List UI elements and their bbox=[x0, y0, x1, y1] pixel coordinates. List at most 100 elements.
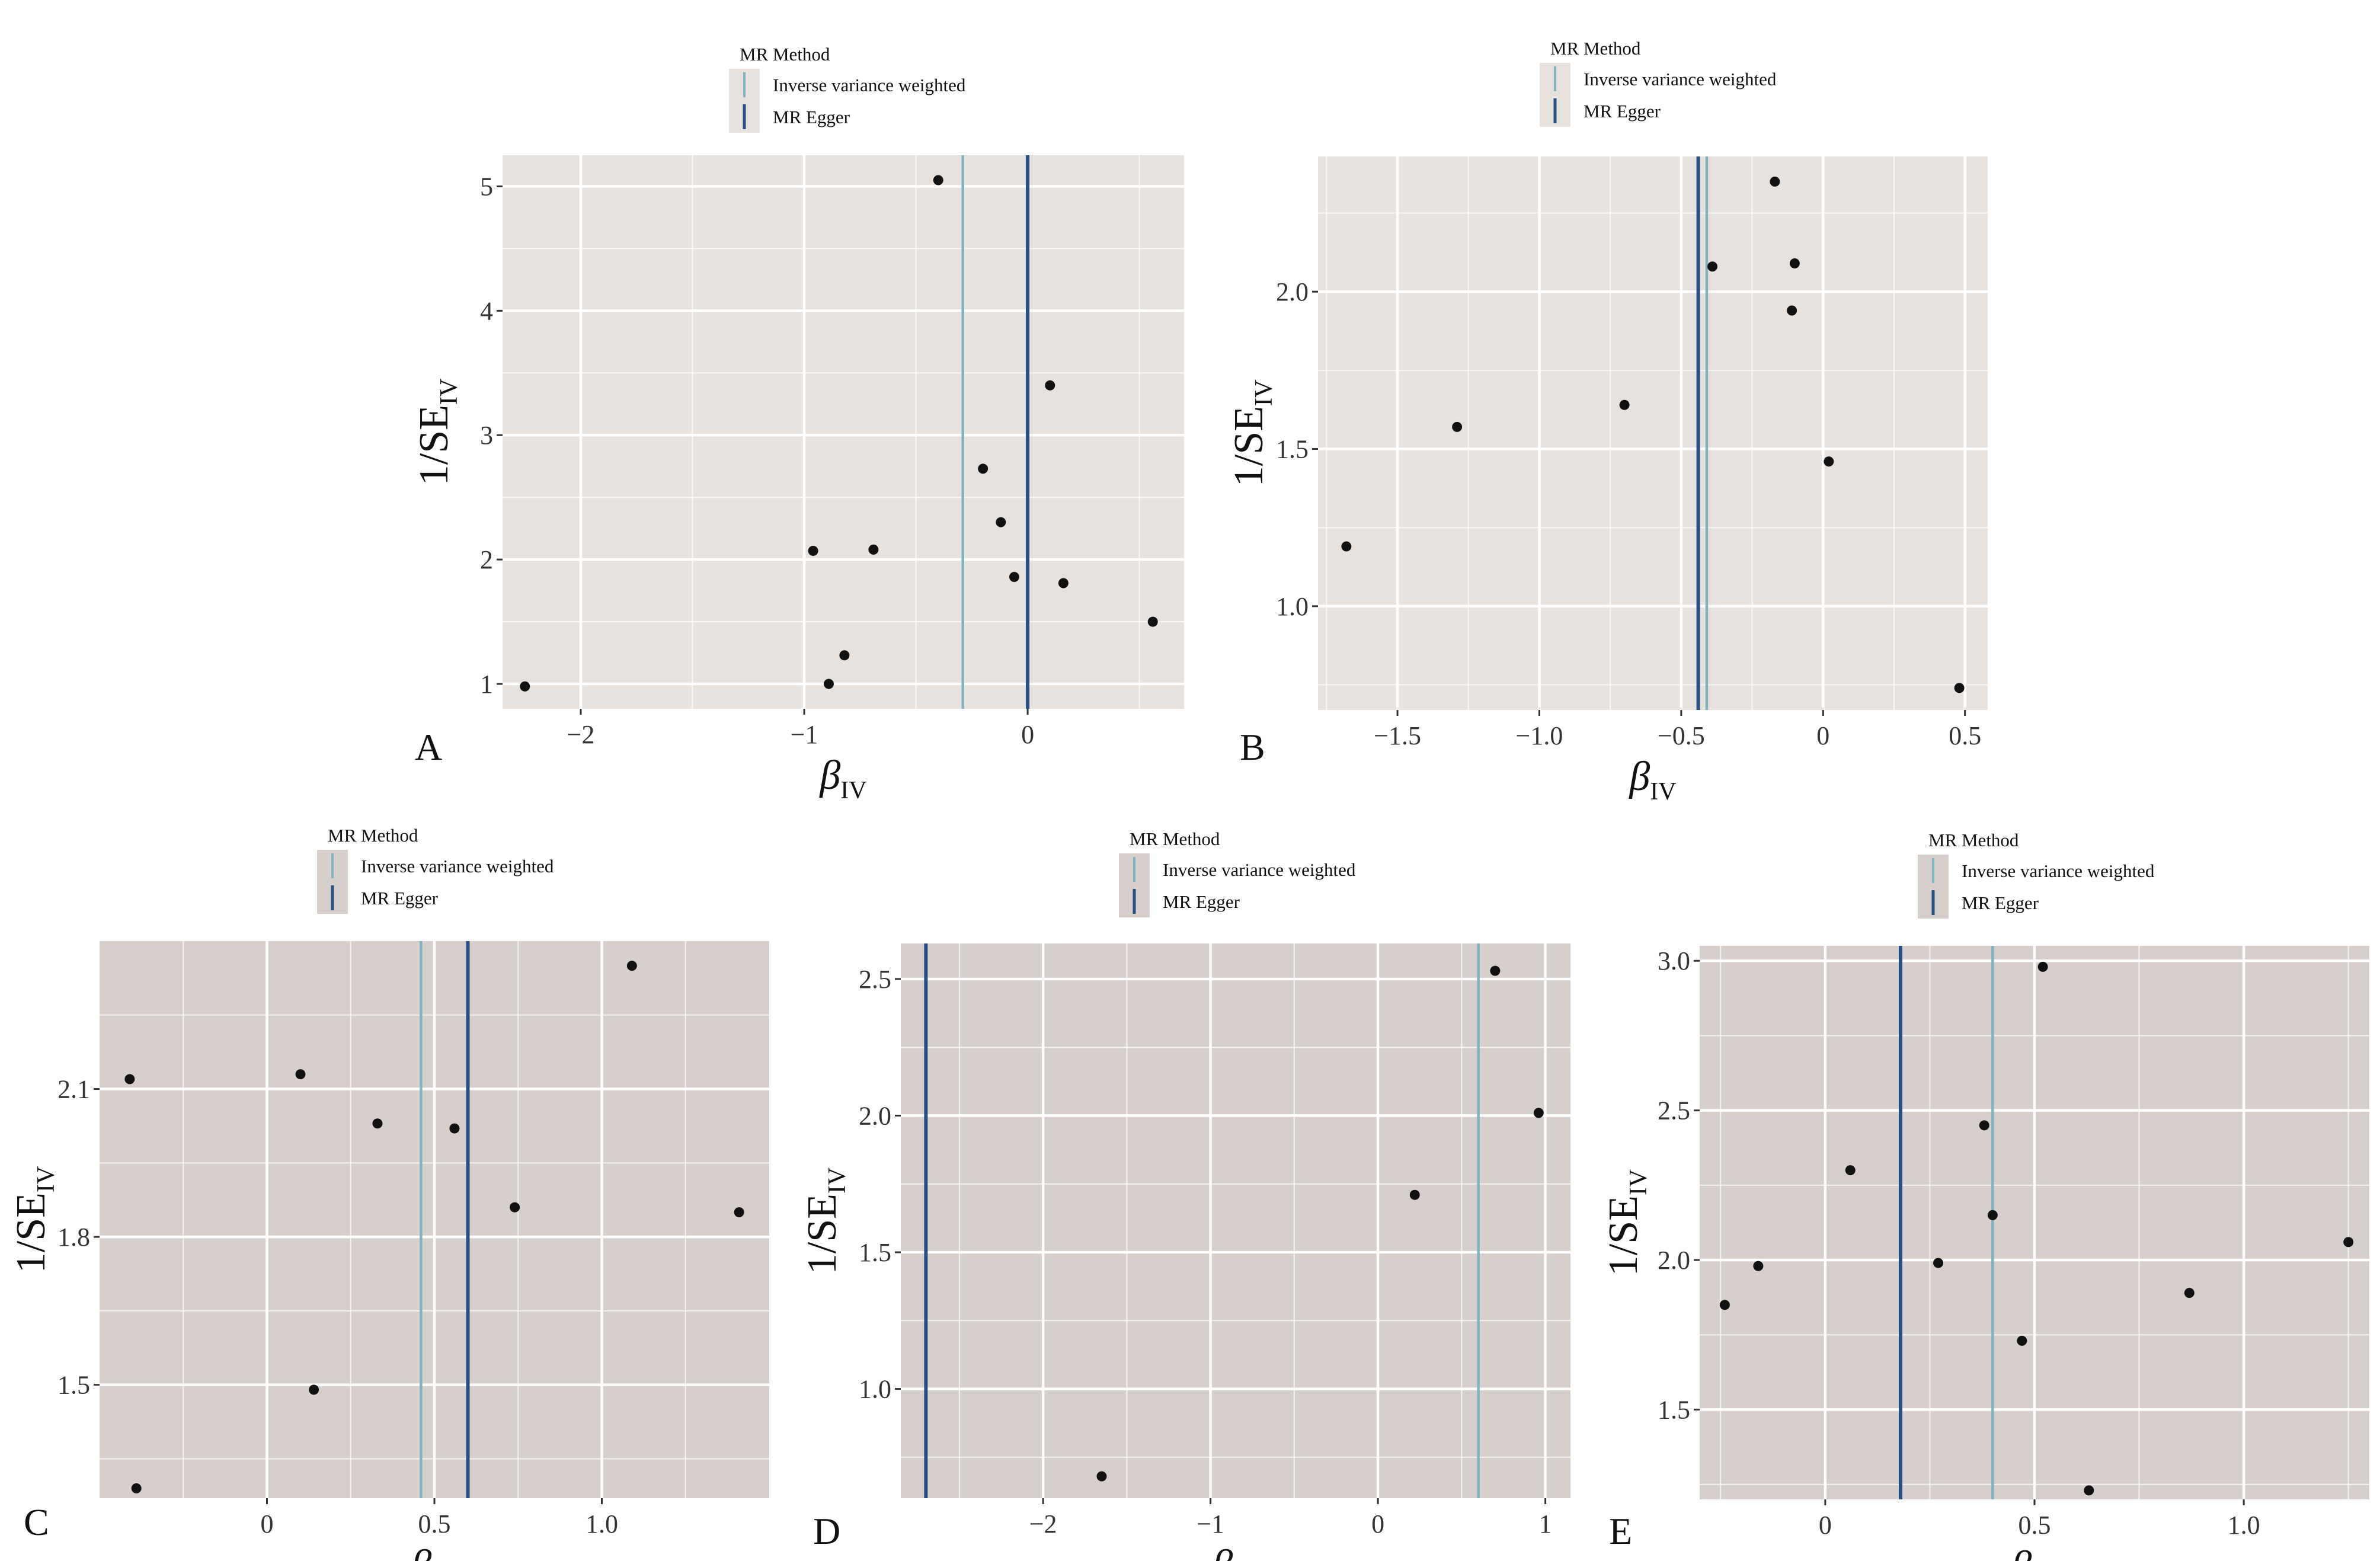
panel-d-letter: D bbox=[813, 1510, 840, 1552]
panel-a-y-tick-label: 4 bbox=[480, 296, 493, 325]
panel-d-data-point bbox=[1409, 1189, 1420, 1200]
panel-d-y-tick-label: 2.5 bbox=[859, 965, 891, 994]
panel-e-data-point bbox=[1979, 1120, 1989, 1131]
panel-d: −2 −1 0 1 1.0 1.5 2.0 2.5 βIV 1/SEIV D MR Method Inv… bbox=[799, 829, 1570, 1561]
panel-b-data-point bbox=[1954, 683, 1965, 693]
panel-b-data-point bbox=[1707, 261, 1718, 272]
panel-c-y-tick-label: 1.5 bbox=[57, 1371, 90, 1400]
panel-d-legend: MR Method Inverse variance weighted MR Egg… bbox=[1119, 829, 1356, 917]
legend-title: MR Method bbox=[1550, 38, 1641, 59]
panel-d-x-tick-label: −1 bbox=[1197, 1509, 1224, 1538]
legend-label-ivw: Inverse variance weighted bbox=[773, 75, 966, 95]
panel-e-y-tick-label: 2.0 bbox=[1658, 1246, 1690, 1275]
panel-c-data-point bbox=[131, 1483, 142, 1493]
panel-a-data-point bbox=[520, 681, 530, 692]
panel-a-y-tick-label: 5 bbox=[480, 172, 493, 201]
panel-a-x-axis-title: βIV bbox=[818, 753, 866, 804]
panel-d-y-tick-label: 1.0 bbox=[859, 1375, 891, 1404]
panel-b-data-point bbox=[1824, 456, 1834, 467]
panel-b-y-tick-label: 1.0 bbox=[1276, 592, 1309, 621]
panel-b-x-tick-label: −1.0 bbox=[1516, 721, 1563, 750]
panel-e-data-point bbox=[1845, 1165, 1856, 1176]
panel-a-data-point bbox=[1058, 578, 1069, 588]
panel-e-y-axis-title: 1/SEIV bbox=[1601, 1169, 1652, 1276]
panel-d-x-axis-title: βIV bbox=[1211, 1542, 1259, 1561]
panel-c-x-tick-label: 0 bbox=[261, 1509, 274, 1538]
panel-c-x-tick-label: 1.0 bbox=[586, 1509, 618, 1538]
panel-e-y-tick-label: 2.5 bbox=[1658, 1096, 1690, 1125]
panel-e-data-point bbox=[1933, 1258, 1944, 1268]
panel-d-y-axis-title: 1/SEIV bbox=[799, 1167, 851, 1274]
panel-c-data-point bbox=[124, 1074, 135, 1085]
panel-b-letter: B bbox=[1240, 726, 1265, 768]
legend-title: MR Method bbox=[328, 825, 418, 846]
panel-e-data-point bbox=[1987, 1210, 1998, 1220]
panel-a-background bbox=[503, 155, 1184, 709]
panel-b-x-tick-label: 0.5 bbox=[1949, 721, 1981, 750]
panel-d-x-tick-label: −2 bbox=[1029, 1509, 1057, 1538]
panel-a-data-point bbox=[839, 650, 850, 661]
panel-b: −1.5 −1.0 −0.5 0 0.5 1.0 1.5 2.0 βIV 1/SEIV B MR Me… bbox=[1226, 38, 1988, 805]
panel-b-x-axis-title: βIV bbox=[1628, 754, 1676, 805]
panel-b-x-tick-label: 0 bbox=[1816, 721, 1829, 750]
panel-a-data-point bbox=[978, 463, 989, 474]
panel-a-y-axis-title: 1/SEIV bbox=[411, 379, 463, 485]
panel-d-data-point bbox=[1533, 1108, 1544, 1118]
panel-a-legend: MR Method Inverse variance weighted MR Egg… bbox=[729, 44, 966, 133]
panel-a-y-tick-label: 1 bbox=[480, 670, 493, 699]
panel-c-data-point bbox=[734, 1207, 744, 1218]
panel-e-data-point bbox=[2017, 1335, 2027, 1346]
panel-b-y-tick-label: 2.0 bbox=[1276, 277, 1309, 306]
legend-label-mr-egger: MR Egger bbox=[1962, 893, 2039, 913]
panel-d-y-tick-label: 2.0 bbox=[859, 1101, 891, 1130]
panel-b-data-point bbox=[1787, 305, 1797, 316]
panel-a-data-point bbox=[933, 175, 943, 185]
panel-e-data-point bbox=[1753, 1261, 1764, 1271]
legend-label-mr-egger: MR Egger bbox=[1163, 891, 1240, 912]
panel-e-data-point bbox=[1719, 1300, 1730, 1310]
panel-a-y-tick-label: 3 bbox=[480, 421, 493, 450]
panel-e-data-point bbox=[2343, 1237, 2354, 1247]
panel-c-y-tick-label: 1.8 bbox=[57, 1223, 90, 1252]
panel-a-data-point bbox=[996, 517, 1006, 527]
panel-c-data-point bbox=[626, 961, 637, 971]
legend-label-ivw: Inverse variance weighted bbox=[1584, 69, 1777, 89]
panel-b-data-point bbox=[1452, 421, 1463, 432]
panel-a-y-tick-label: 2 bbox=[480, 545, 493, 574]
legend-label-ivw: Inverse variance weighted bbox=[1962, 861, 2155, 881]
panel-c-x-tick-label: 0.5 bbox=[418, 1509, 451, 1538]
panel-c-data-point bbox=[449, 1123, 460, 1134]
panel-c-data-point bbox=[295, 1069, 306, 1080]
panel-a-data-point bbox=[1045, 380, 1055, 391]
panel-d-y-tick-label: 1.5 bbox=[859, 1238, 891, 1267]
panel-e-legend: MR Method Inverse variance weighted MR Egg… bbox=[1918, 830, 2155, 919]
panel-e-data-point bbox=[2037, 961, 2048, 972]
panel-a-data-point bbox=[823, 679, 834, 689]
panel-c-data-point bbox=[309, 1384, 319, 1395]
panel-c-data-point bbox=[372, 1118, 383, 1129]
panel-b-y-tick-label: 1.5 bbox=[1276, 435, 1309, 464]
panel-a-data-point bbox=[868, 544, 879, 555]
panel-b-legend: MR Method Inverse variance weighted MR Egg… bbox=[1540, 38, 1777, 127]
panel-c: 0 0.5 1.0 1.5 1.8 2.1 βIV 1/SEIV C MR Method Inver… bbox=[8, 825, 769, 1561]
panel-c-legend: MR Method Inverse variance weighted MR Egg… bbox=[317, 825, 554, 914]
panel-e-data-point bbox=[2084, 1485, 2094, 1496]
panel-b-data-point bbox=[1341, 541, 1352, 552]
panel-c-data-point bbox=[510, 1202, 520, 1213]
legend-label-mr-egger: MR Egger bbox=[1584, 101, 1661, 121]
panel-d-background bbox=[901, 943, 1570, 1498]
panel-b-x-tick-label: −0.5 bbox=[1658, 721, 1705, 750]
panel-b-background bbox=[1318, 156, 1988, 710]
panel-a-data-point bbox=[1147, 616, 1158, 627]
panel-a: −2 −1 0 1 2 3 4 5 βIV 1/SEIV A MR Method Inverse var… bbox=[411, 44, 1184, 804]
legend-title: MR Method bbox=[1928, 830, 2019, 850]
legend-label-ivw: Inverse variance weighted bbox=[361, 856, 554, 877]
panel-b-data-point bbox=[1770, 176, 1780, 187]
legend-title: MR Method bbox=[1130, 829, 1220, 849]
legend-label-ivw: Inverse variance weighted bbox=[1163, 859, 1356, 880]
panel-c-y-tick-label: 2.1 bbox=[57, 1075, 90, 1104]
panel-a-x-tick-label: 0 bbox=[1021, 720, 1034, 749]
panel-e-letter: E bbox=[1609, 1510, 1632, 1552]
panel-e-y-tick-label: 1.5 bbox=[1658, 1396, 1690, 1425]
panel-c-letter: C bbox=[24, 1501, 49, 1543]
